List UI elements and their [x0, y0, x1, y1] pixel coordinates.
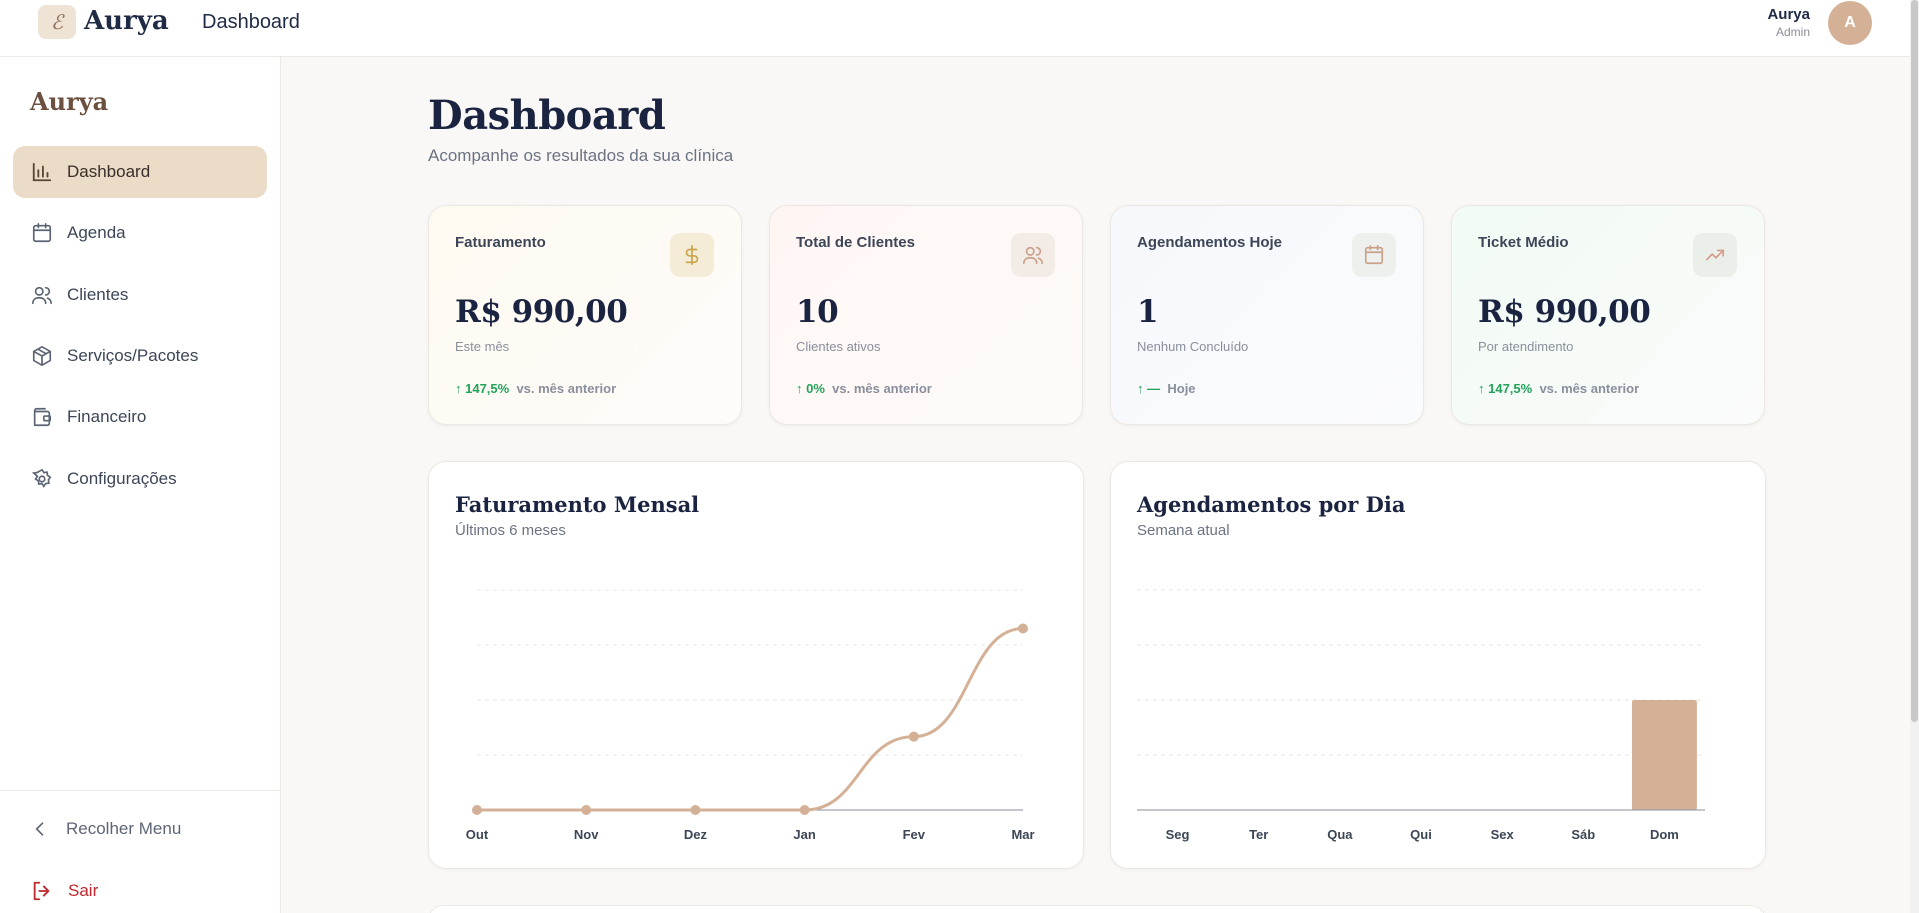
- dollar-icon: [670, 233, 714, 277]
- panel-title: Agendamentos por Dia: [1137, 492, 1406, 517]
- card-note: Clientes ativos: [796, 339, 881, 354]
- collapse-menu-label: Recolher Menu: [66, 819, 182, 838]
- trend-text: Hoje: [1167, 381, 1196, 396]
- avatar[interactable]: A: [1828, 1, 1872, 45]
- trend-value: ↑ —: [1137, 381, 1161, 396]
- panel-subtitle: Semana atual: [1137, 522, 1230, 539]
- user-role: Admin: [1775, 25, 1810, 39]
- logo-icon[interactable]: ℰ: [38, 5, 76, 39]
- card-faturamento: Faturamento R$ 990,00 Este mês ↑ 147,5% …: [428, 205, 742, 425]
- trend-value: ↑ 0%: [796, 381, 825, 396]
- package-icon: [32, 346, 52, 366]
- top-bar: ℰ Aurya Dashboard Aurya Admin A: [0, 0, 1910, 57]
- chevron-left-icon: [35, 822, 44, 836]
- sidebar-item-configuracoes[interactable]: Configurações: [13, 453, 267, 505]
- card-trend: ↑ 147,5% vs. mês anterior: [455, 381, 616, 396]
- card-label: Ticket Médio: [1478, 234, 1569, 251]
- card-agendamentos: Agendamentos Hoje 1 Nenhum Concluído ↑ —…: [1110, 205, 1424, 425]
- data-point: [1018, 623, 1028, 634]
- wallet-icon: [33, 407, 52, 427]
- brand-name[interactable]: Aurya: [84, 6, 169, 36]
- gear-icon: [31, 468, 52, 488]
- x-tick-label: Seg: [1166, 827, 1190, 842]
- x-tick-label: Ter: [1249, 827, 1268, 842]
- sidebar-item-clientes[interactable]: Clientes: [13, 269, 267, 321]
- trend-text: vs. mês anterior: [1539, 381, 1640, 396]
- card-ticket-medio: Ticket Médio R$ 990,00 Por atendimento ↑…: [1451, 205, 1765, 425]
- trend-value: ↑ 147,5%: [455, 381, 510, 396]
- card-note: Por atendimento: [1478, 339, 1574, 354]
- x-tick-label: Out: [466, 827, 489, 842]
- sidebar-item-dashboard[interactable]: Dashboard: [13, 146, 267, 198]
- card-note: Nenhum Concluído: [1137, 339, 1249, 354]
- sidebar-divider: [0, 790, 281, 791]
- card-label: Total de Clientes: [796, 234, 915, 251]
- trend-value: ↑ 147,5%: [1478, 381, 1533, 396]
- users-icon: [32, 286, 52, 305]
- card-label: Faturamento: [455, 234, 546, 251]
- trend-text: vs. mês anterior: [516, 381, 617, 396]
- card-trend: ↑ 147,5% vs. mês anterior: [1478, 381, 1639, 396]
- logout-button[interactable]: Sair: [30, 880, 98, 902]
- sidebar-item-label: Configurações: [67, 469, 177, 488]
- users-icon: [1011, 233, 1055, 277]
- data-point: [908, 731, 919, 742]
- data-point: [799, 805, 810, 815]
- panel-title: Faturamento Mensal: [455, 492, 700, 517]
- card-trend: ↑ — Hoje: [1137, 381, 1196, 396]
- bar: [1631, 700, 1697, 810]
- series-line: [477, 627, 1024, 812]
- page-subtitle: Acompanhe os resultados da sua clínica: [428, 146, 734, 165]
- revenue-chart-panel: Faturamento Mensal Últimos 6 meses Out No…: [428, 461, 1084, 869]
- card-trend: ↑ 0% vs. mês anterior: [796, 381, 932, 396]
- logout-icon: [33, 881, 50, 901]
- user-name: Aurya: [1767, 6, 1810, 23]
- page-title: Dashboard: [428, 92, 666, 139]
- bar-chart-icon: [32, 162, 52, 182]
- calendar-icon: [1352, 233, 1396, 277]
- trend-text: vs. mês anterior: [832, 381, 932, 396]
- data-point: [690, 805, 701, 815]
- panel-subtitle: Últimos 6 meses: [455, 522, 566, 539]
- revenue-line-chart: Out Nov Dez Jan Fev Mar: [466, 589, 1035, 842]
- x-tick-label: Dom: [1650, 827, 1679, 842]
- logout-label: Sair: [68, 881, 99, 900]
- sidebar-item-servicos[interactable]: Serviços/Pacotes: [13, 330, 267, 382]
- appointments-chart-panel: Agendamentos por Dia Semana atual Seg Ter…: [1110, 461, 1766, 869]
- card-label: Agendamentos Hoje: [1137, 234, 1283, 251]
- sidebar-item-agenda[interactable]: Agenda: [13, 207, 267, 259]
- sidebar: Aurya Dashboard Agenda Clientes Serviços…: [0, 57, 281, 913]
- calendar-icon: [32, 223, 52, 243]
- sidebar-item-label: Agenda: [67, 223, 126, 242]
- x-tick-label: Mar: [1011, 827, 1034, 842]
- card-value: R$ 990,00: [455, 294, 628, 330]
- sidebar-item-financeiro[interactable]: Financeiro: [13, 391, 267, 443]
- scrollbar-thumb[interactable]: [1911, 0, 1918, 722]
- data-point: [472, 805, 482, 815]
- x-tick-label: Qua: [1327, 827, 1353, 842]
- sidebar-item-label: Clientes: [67, 285, 129, 304]
- x-tick-label: Fev: [903, 827, 926, 842]
- x-tick-label: Nov: [574, 827, 599, 842]
- top-page-title: Dashboard: [202, 11, 300, 33]
- x-tick-label: Dez: [684, 827, 708, 842]
- sidebar-brand: Aurya: [30, 87, 109, 116]
- appointments-bar-chart: Seg Ter Qua Qui Sex Sáb Dom: [1137, 589, 1705, 842]
- sidebar-item-label: Financeiro: [67, 407, 147, 426]
- bottom-panel: [428, 905, 1766, 913]
- card-value: R$ 990,00: [1478, 294, 1651, 330]
- card-note: Este mês: [455, 339, 510, 354]
- x-tick-label: Sex: [1491, 827, 1515, 842]
- card-clientes: Total de Clientes 10 Clientes ativos ↑ 0…: [769, 205, 1083, 425]
- x-tick-label: Qui: [1410, 827, 1432, 842]
- x-tick-label: Jan: [793, 827, 815, 842]
- card-value: 1: [1137, 294, 1159, 330]
- trending-up-icon: [1693, 233, 1737, 277]
- x-tick-label: Sáb: [1571, 827, 1595, 842]
- sidebar-item-label: Serviços/Pacotes: [67, 346, 199, 365]
- sidebar-item-label: Dashboard: [67, 162, 151, 181]
- data-point: [581, 805, 592, 815]
- card-value: 10: [796, 294, 839, 330]
- collapse-menu-button[interactable]: Recolher Menu: [30, 819, 181, 839]
